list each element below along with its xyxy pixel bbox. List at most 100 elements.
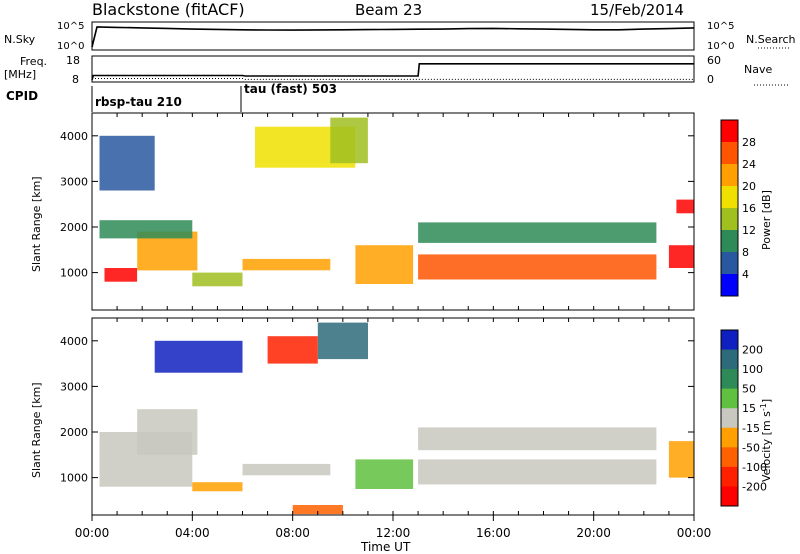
velocity-colorbar-swatch [721,486,738,507]
velocity-ylabel: Slant Range [km] [30,382,43,478]
frequency-panel: Freq. [MHz] 18 8 60 0 Nave [4,54,790,86]
noise-left-label: N.Sky [4,33,36,46]
x-tick-label: 12:00 [376,526,411,540]
y-tick-label: 1000 [60,472,88,485]
noise-left-tick-top: 10^5 [57,21,84,32]
x-axis-label: Time UT [360,540,411,554]
x-tick-label: 08:00 [275,526,310,540]
noise-right-tick-bottom: 10^0 [707,41,734,52]
data-band [317,322,368,360]
y-tick-label: 1000 [60,267,88,280]
data-band [242,463,331,476]
velocity-colorbar-frame [720,329,739,507]
data-band [418,254,657,280]
power-colorbar-swatch [721,252,738,275]
freq-tick-top: 18 [66,54,80,67]
power-colorbar: 28 24 20 16 12 8 4 [720,119,756,297]
freq-tick-bottom: 8 [72,73,79,86]
x-tick-label: 00:00 [75,526,110,540]
data-band [418,459,657,485]
data-band [99,220,193,239]
noise-right-tick-top: 10^5 [707,21,734,32]
velocity-colorbar-tick: 50 [742,383,756,396]
x-tick-label: 00:00 [677,526,712,540]
data-band [418,427,657,451]
power-ylabel: Slant Range [km] [30,176,43,272]
freq-label-line1: Freq. [20,55,47,68]
power-colorbar-swatch [721,142,738,165]
date-label: 15/Feb/2014 [590,1,684,19]
nave-tick-top: 60 [707,54,721,67]
data-band [242,258,331,271]
data-band [676,199,694,214]
freq-label-line2: [MHz] [4,68,36,81]
nave-label: Nave [744,63,772,76]
velocity-data-layer [99,322,694,515]
data-band [668,245,694,268]
data-band [137,409,198,455]
velocity-colorbar-swatch [721,466,738,487]
x-tick-label: 04:00 [175,526,210,540]
frequency-panel-frame [91,55,695,83]
x-tick-label: 16:00 [476,526,511,540]
power-colorbar-swatch [721,230,738,253]
velocity-colorbar-swatch [721,330,738,351]
power-colorbar-swatch [721,120,738,143]
velocity-colorbar-swatch [721,408,738,429]
cpid-panel: CPID rbsp-tau 210 tau (fast) 503 [6,82,337,112]
power-colorbar-tick: 8 [742,246,749,259]
velocity-colorbar-tick: -50 [742,441,760,454]
power-colorbar-tick: 24 [742,158,756,171]
station-title: Blackstone (fitACF) [92,0,245,19]
velocity-colorbar-tick: -15 [742,422,760,435]
y-tick-label: 4000 [60,130,88,143]
noise-sky-line [91,26,695,48]
nave-tick-bottom: 0 [707,73,714,86]
noise-panel: N.Sky 10^5 10^0 10^5 10^0 N.Search [4,21,796,52]
velocity-colorbar-tick: 200 [742,344,763,357]
power-colorbar-label: Power [dB] [760,190,773,250]
power-colorbar-swatch [721,186,738,209]
cpid-label: CPID [6,89,38,103]
data-band [192,272,243,287]
y-tick-label: 2000 [60,221,88,234]
power-colorbar-tick: 12 [742,224,756,237]
velocity-colorbar-label: Velocity [m s-1] [759,399,773,482]
noise-left-tick-bottom: 10^0 [57,41,84,52]
velocity-colorbar-tick: -200 [742,480,767,493]
power-colorbar-tick: 16 [742,202,756,215]
nave-line [92,78,694,80]
data-band [104,268,138,282]
power-colorbar-tick: 20 [742,180,756,193]
cpid-program-2: tau (fast) 503 [244,82,337,96]
time-axis: 00:00 04:00 08:00 12:00 16:00 20:00 00:00 [75,113,712,540]
power-data-layer [99,117,694,287]
x-tick-label: 20:00 [576,526,611,540]
velocity-colorbar-swatch [721,447,738,468]
power-colorbar-frame [720,119,739,297]
data-band [330,117,368,164]
data-band [668,441,694,478]
data-band [355,245,414,284]
power-colorbar-swatch [721,164,738,187]
noise-panel-frame [91,21,695,51]
velocity-colorbar-tick: -100 [742,461,767,474]
y-tick-label: 3000 [60,380,88,393]
data-band [192,482,243,492]
data-band [418,222,657,243]
data-band [355,459,414,489]
power-y-axis: 1000 2000 3000 4000 [60,130,694,280]
power-panel: 1000 2000 3000 4000 Slant Range [km] [30,112,695,311]
y-tick-label: 2000 [60,426,88,439]
data-band [99,135,155,191]
cpid-program-1: rbsp-tau 210 [95,95,182,109]
power-colorbar-tick: 4 [742,268,749,281]
velocity-panel: 1000 2000 3000 4000 Slant Range [km] [30,317,695,516]
noise-right-label: N.Search [746,33,796,46]
frequency-line [91,63,694,81]
velocity-y-axis: 1000 2000 3000 4000 [60,335,694,485]
power-colorbar-swatch [721,208,738,231]
data-band [292,505,343,515]
velocity-colorbar-swatch [721,369,738,390]
